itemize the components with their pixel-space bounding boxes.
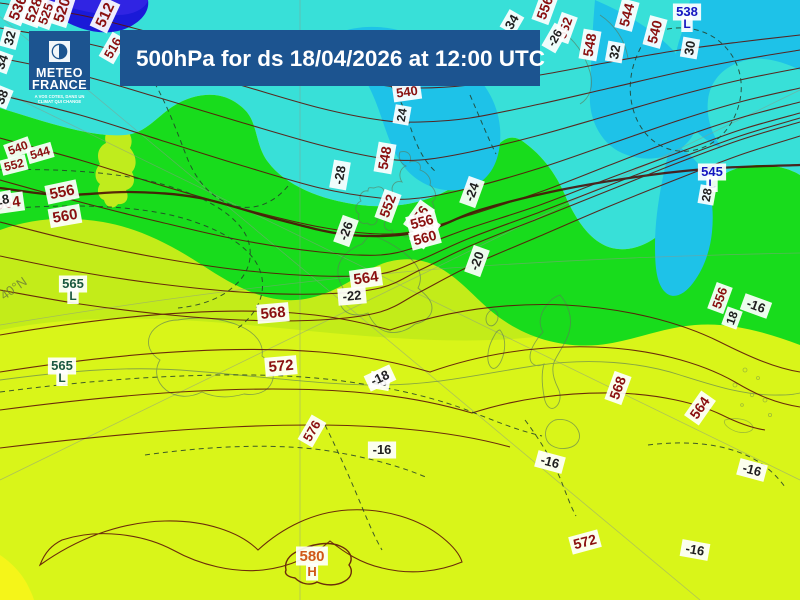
svg-text:L: L (69, 289, 76, 303)
svg-text:24: 24 (394, 107, 410, 123)
svg-text:30: 30 (681, 40, 698, 57)
svg-text:500hPa for ds 18/04/2026 at 12: 500hPa for ds 18/04/2026 at 12:00 UTC (136, 46, 545, 71)
svg-text:FRANCE: FRANCE (32, 78, 87, 92)
svg-text:L: L (683, 17, 690, 31)
svg-text:32: 32 (606, 44, 623, 61)
svg-text:-28: -28 (331, 164, 349, 185)
svg-text:-22: -22 (342, 287, 362, 304)
svg-text:-16: -16 (373, 442, 392, 457)
svg-text:580: 580 (299, 548, 324, 565)
svg-text:28: 28 (699, 187, 715, 203)
svg-text:564: 564 (352, 268, 380, 288)
svg-text:-16: -16 (684, 541, 705, 559)
svg-text:L: L (58, 371, 65, 385)
svg-text:568: 568 (260, 304, 286, 323)
svg-text:CLIMAT QUI CHANGE: CLIMAT QUI CHANGE (38, 99, 82, 104)
svg-text:572: 572 (268, 357, 294, 376)
svg-text:H: H (307, 564, 316, 579)
